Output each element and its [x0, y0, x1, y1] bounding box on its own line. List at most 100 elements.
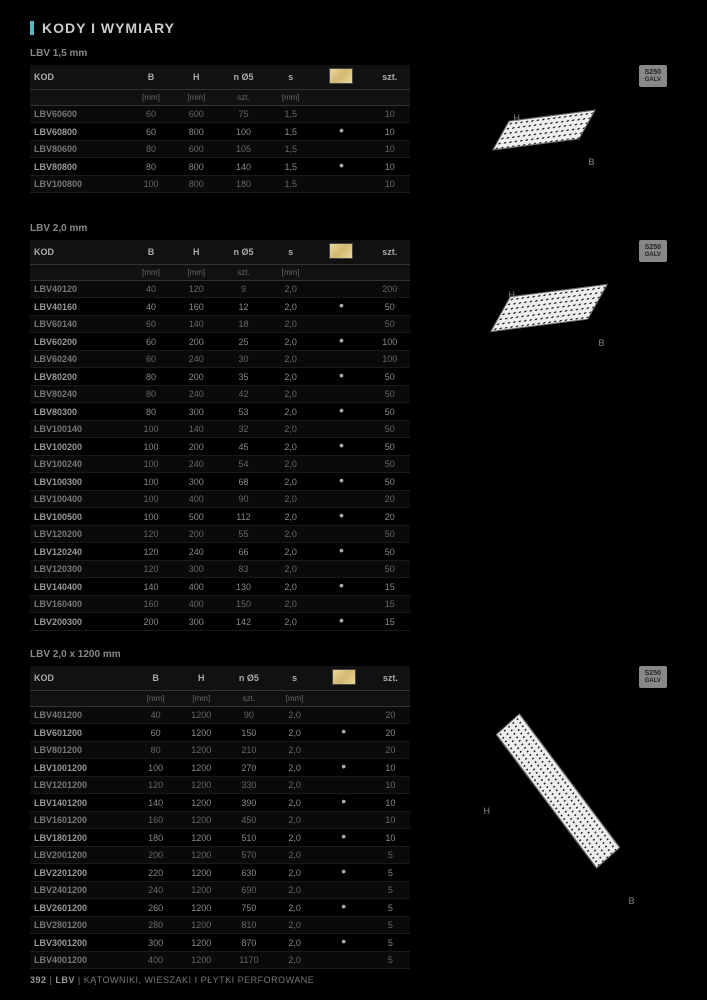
table-row: LBV100400100400902,020 — [30, 491, 410, 508]
col-header: H — [174, 65, 219, 90]
col-header: s — [273, 666, 317, 691]
data-table: KODBHn Ø5sszt.[mm][mm]szt.[mm]LBV6060060… — [30, 65, 410, 193]
dot-icon: • — [339, 297, 344, 313]
dot-icon: • — [341, 898, 346, 914]
col-header — [317, 666, 371, 691]
label-b: B — [589, 157, 595, 167]
dot-icon: • — [339, 577, 344, 593]
col-header: szt. — [370, 65, 410, 90]
col-header: n Ø5 — [225, 666, 273, 691]
table-row: LBV401200401200902,020 — [30, 707, 410, 724]
table-row: LBV8024080240422,050 — [30, 386, 410, 403]
col-header: s — [268, 240, 313, 265]
col-header: KOD — [30, 65, 128, 90]
table-row: LBV1005001005001122,0•20 — [30, 508, 410, 526]
table-row: LBV8020080200352,0•50 — [30, 368, 410, 386]
table-row: LBV100200100200452,0•50 — [30, 438, 410, 456]
table-group: LBV 2,0 mmKODBHn Ø5sszt.[mm][mm]szt.[mm]… — [30, 223, 677, 631]
table-row: LBV120240120240662,0•50 — [30, 543, 410, 561]
table-row: LBV100120010012002702,0•10 — [30, 759, 410, 777]
table-row: LBV4016040160122,0•50 — [30, 298, 410, 316]
col-header: szt. — [371, 666, 410, 691]
dot-icon: • — [339, 472, 344, 488]
table-row: LBV4001200400120011702,05 — [30, 952, 410, 969]
table-title: LBV 2,0 x 1200 mm — [30, 649, 677, 660]
table-row: LBV220120022012006302,0•5 — [30, 864, 410, 882]
table-row: LBV200120020012005702,05 — [30, 847, 410, 864]
label-h: H — [509, 290, 516, 300]
table-row: LBV60800608001001,5•10 — [30, 123, 410, 141]
col-header — [313, 65, 369, 90]
dot-icon: • — [341, 793, 346, 809]
galv-badge: S250GALV — [639, 666, 667, 688]
col-header: B — [134, 666, 178, 691]
table-row: LBV6020060200252,0•100 — [30, 333, 410, 351]
dot-icon: • — [339, 542, 344, 558]
plate-diagram: HB — [454, 260, 634, 380]
dot-icon: • — [339, 157, 344, 173]
table-row: LBV8030080300532,0•50 — [30, 403, 410, 421]
dot-icon: • — [339, 437, 344, 453]
table-row: LBV8012008012002102,020 — [30, 742, 410, 759]
dot-icon: • — [341, 863, 346, 879]
table-row: LBV1604001604001502,015 — [30, 596, 410, 613]
table-row: LBV260120026012007502,0•5 — [30, 899, 410, 917]
dot-icon: • — [339, 612, 344, 628]
dot-icon: • — [339, 367, 344, 383]
table-row: LBV1008001008001801,510 — [30, 176, 410, 193]
wood-icon — [329, 243, 353, 259]
section-title: KODY I WYMIARY — [30, 20, 677, 36]
table-row: LBV100300100300682,0•50 — [30, 473, 410, 491]
table-row: LBV280120028012008102,05 — [30, 917, 410, 934]
galv-badge: S250GALV — [639, 240, 667, 262]
label-h: H — [484, 806, 491, 816]
table-row: LBV120300120300832,050 — [30, 561, 410, 578]
table-row: LBV401204012092,0200 — [30, 281, 410, 298]
dot-icon: • — [339, 507, 344, 523]
dot-icon: • — [341, 828, 346, 844]
table-row: LBV180120018012005102,0•10 — [30, 829, 410, 847]
table-title: LBV 2,0 mm — [30, 223, 677, 234]
wood-icon — [329, 68, 353, 84]
galv-badge: S250GALV — [639, 65, 667, 87]
table-row: LBV160120016012004502,010 — [30, 812, 410, 829]
col-header: n Ø5 — [219, 240, 268, 265]
dot-icon: • — [341, 758, 346, 774]
page-footer: 392 | LBV | KĄTOWNIKI, WIESZAKI I PŁYTKI… — [30, 975, 314, 985]
title-accent-bar — [30, 21, 34, 35]
wood-icon — [332, 669, 356, 685]
table-row: LBV120120012012003302,010 — [30, 777, 410, 794]
plate-diagram: HB — [454, 85, 634, 205]
data-table: KODBHn Ø5sszt.[mm][mm]szt.[mm]LBV4012004… — [30, 666, 410, 969]
table-row: LBV140120014012003902,0•10 — [30, 794, 410, 812]
dot-icon: • — [339, 402, 344, 418]
plate-diagram: HB — [454, 686, 634, 916]
dot-icon: • — [341, 933, 346, 949]
col-header — [313, 240, 369, 265]
table-row: LBV300120030012008702,0•5 — [30, 934, 410, 952]
table-row: LBV240120024012006902,05 — [30, 882, 410, 899]
col-header: B — [128, 65, 173, 90]
table-row: LBV100240100240542,050 — [30, 456, 410, 473]
footer-page: 392 — [30, 975, 47, 985]
col-header: KOD — [30, 240, 128, 265]
table-row: LBV1404001404001302,0•15 — [30, 578, 410, 596]
footer-text: KĄTOWNIKI, WIESZAKI I PŁYTKI PERFOROWANE — [84, 975, 315, 985]
table-row: LBV120200120200552,050 — [30, 526, 410, 543]
table-row: LBV6060060600751,510 — [30, 106, 410, 123]
label-h: H — [514, 113, 521, 123]
dot-icon: • — [341, 723, 346, 739]
col-header: B — [128, 240, 173, 265]
label-b: B — [599, 338, 605, 348]
col-header: szt. — [369, 240, 410, 265]
table-title: LBV 1,5 mm — [30, 48, 677, 59]
col-header: n Ø5 — [219, 65, 268, 90]
table-group: LBV 2,0 x 1200 mmKODBHn Ø5sszt.[mm][mm]s… — [30, 649, 677, 969]
footer-code: LBV — [55, 975, 75, 985]
table-group: LBV 1,5 mmKODBHn Ø5sszt.[mm][mm]szt.[mm]… — [30, 48, 677, 205]
data-table: KODBHn Ø5sszt.[mm][mm]szt.[mm]LBV4012040… — [30, 240, 410, 631]
label-b: B — [629, 896, 635, 906]
col-header: KOD — [30, 666, 134, 691]
col-header: s — [268, 65, 313, 90]
dot-icon: • — [339, 122, 344, 138]
